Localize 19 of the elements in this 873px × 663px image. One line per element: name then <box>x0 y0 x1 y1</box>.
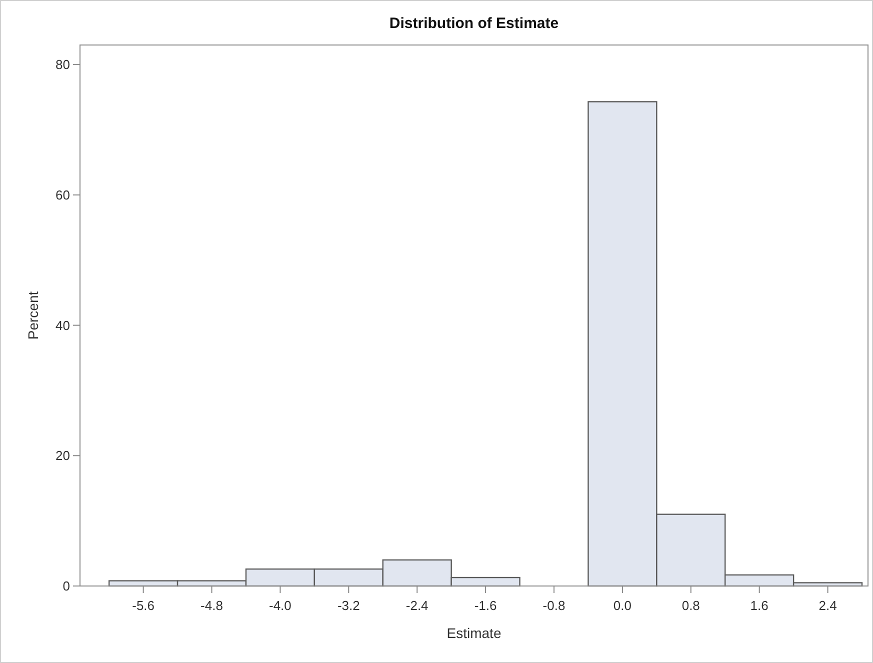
y-tick-label: 60 <box>56 187 70 202</box>
x-tick-label: -3.2 <box>337 598 360 613</box>
y-tick-label: 20 <box>56 448 70 464</box>
x-tick-label: -4.8 <box>200 598 223 613</box>
x-tick-label: -5.6 <box>132 598 155 613</box>
x-tick-label: -1.6 <box>474 598 497 613</box>
y-tick-label: 0 <box>62 578 70 594</box>
x-tick-label: 2.4 <box>818 598 837 613</box>
y-tick-label: 80 <box>56 57 70 72</box>
x-tick-label: -2.4 <box>406 598 428 613</box>
y-tick-label: 40 <box>56 318 70 333</box>
x-tick-label: -0.8 <box>542 598 566 613</box>
x-axis-title: Estimate <box>446 625 502 641</box>
x-tick-label: 0.8 <box>682 598 700 613</box>
x-tick-label: 0.0 <box>613 598 632 613</box>
y-axis-title: Percent <box>25 291 41 340</box>
x-tick-label: 1.6 <box>750 598 768 613</box>
chart-title: Distribution of Estimate <box>389 15 559 32</box>
x-tick-label: -4.0 <box>269 598 292 613</box>
